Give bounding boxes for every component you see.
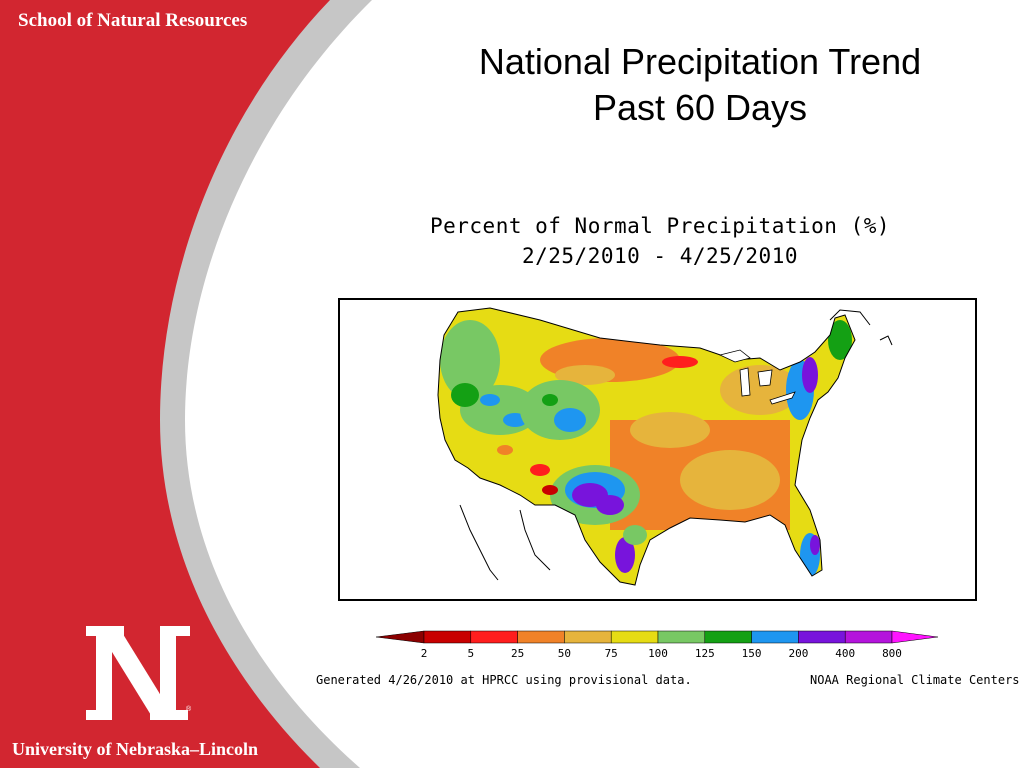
legend-swatch: [375, 630, 425, 644]
legend-label: 75: [605, 647, 618, 660]
legend-swatch: [610, 630, 659, 644]
precipitation-map: [338, 298, 977, 601]
map-date-range: 2/25/2010 - 4/25/2010: [521, 244, 798, 268]
legend-label: 400: [835, 647, 855, 660]
registered-mark: ®: [186, 706, 192, 713]
school-name: School of Natural Resources: [18, 10, 248, 31]
legend-swatch: [844, 630, 893, 644]
legend-label: 5: [467, 647, 474, 660]
slide-title-line1: National Precipitation Trend: [478, 41, 922, 82]
legend-swatch: [423, 630, 472, 644]
legend-label: 200: [788, 647, 808, 660]
legend-label: 125: [695, 647, 715, 660]
university-name: University of Nebraska–Lincoln: [12, 739, 259, 759]
legend-swatch: [891, 630, 939, 644]
slide-title-line2: Past 60 Days: [592, 87, 808, 128]
legend-swatch: [798, 630, 846, 644]
legend-label: 150: [742, 647, 762, 660]
legend-swatch: [517, 630, 565, 644]
legend-swatch: [657, 630, 706, 644]
legend-label: 100: [648, 647, 668, 660]
legend-swatch: [751, 630, 799, 644]
legend-colorbar: 2 5 25 50 75 100 125 150 200 400 800: [375, 630, 939, 660]
legend-label: 50: [558, 647, 571, 660]
legend-label: 25: [511, 647, 524, 660]
us-map-image: [437, 307, 893, 586]
legend-label: 800: [882, 647, 902, 660]
legend-label: 2: [421, 647, 428, 660]
nebraska-n-logo: [86, 626, 190, 720]
legend-swatch: [470, 630, 518, 644]
map-title: Percent of Normal Precipitation (%): [429, 214, 890, 238]
generated-note: Generated 4/26/2010 at HPRCC using provi…: [316, 673, 692, 687]
legend-swatch: [564, 630, 612, 644]
source-credit: NOAA Regional Climate Centers: [810, 673, 1020, 687]
legend-swatch: [704, 630, 752, 644]
